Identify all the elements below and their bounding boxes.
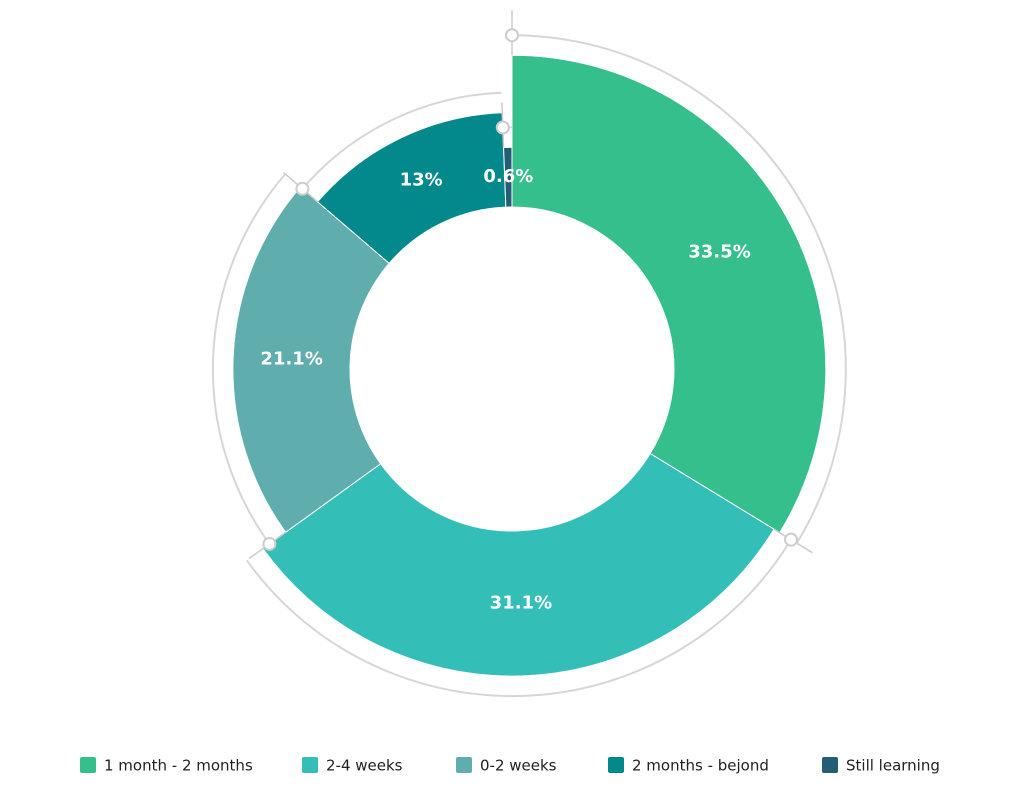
divider-handle xyxy=(505,28,519,43)
legend-swatch xyxy=(822,757,838,773)
ring-outline xyxy=(211,173,286,545)
slice-label: 31.1% xyxy=(490,592,552,613)
slice xyxy=(232,186,390,533)
ring-outline xyxy=(301,91,502,190)
slice xyxy=(511,54,827,534)
slice xyxy=(262,452,775,677)
slice-label: 0.6% xyxy=(483,166,533,187)
legend-label: 0-2 weeks xyxy=(480,757,557,775)
slice xyxy=(316,112,507,265)
divider-handle xyxy=(262,536,277,551)
legend-label: 2-4 weeks xyxy=(326,757,403,775)
legend-swatch xyxy=(302,757,318,773)
slice-label: 13% xyxy=(400,170,443,191)
legend-swatch xyxy=(456,757,472,773)
legend-swatch xyxy=(80,757,96,773)
ring-outline xyxy=(245,539,792,698)
divider-handle xyxy=(784,532,799,547)
divider-handle xyxy=(495,120,510,135)
slice-label: 33.5% xyxy=(688,242,750,263)
legend-label: Still learning xyxy=(846,757,940,775)
ring-outline xyxy=(511,34,847,544)
divider-handle xyxy=(295,181,310,196)
legend-label: 2 months - bejond xyxy=(632,757,769,775)
legend-label: 1 month - 2 months xyxy=(104,757,253,775)
legend-swatch xyxy=(608,757,624,773)
slice xyxy=(503,146,513,208)
slice-label: 21.1% xyxy=(260,349,322,370)
